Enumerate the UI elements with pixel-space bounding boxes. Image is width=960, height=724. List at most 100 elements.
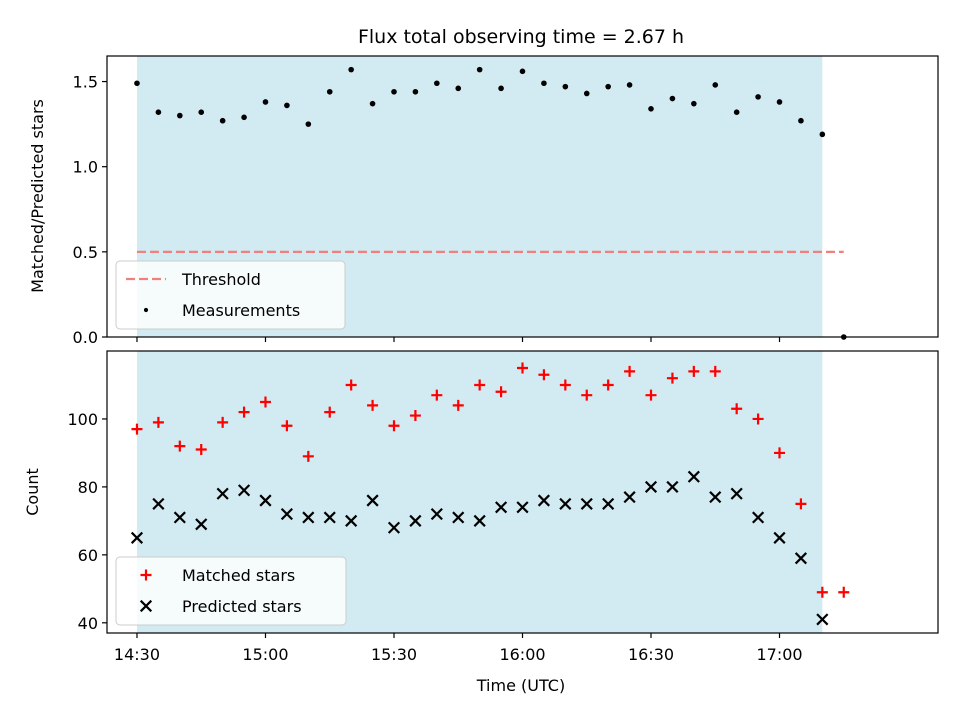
data-point: [388, 420, 400, 432]
y-tick-label: 1.0: [73, 158, 98, 177]
data-point: [152, 416, 164, 428]
data-point: [366, 494, 379, 507]
data-point: [626, 82, 633, 88]
data-point: [195, 518, 208, 531]
data-point: [709, 365, 721, 377]
data-point: [131, 423, 143, 435]
x-tick-label: 14:30: [114, 645, 160, 664]
data-point: [666, 480, 679, 493]
data-point: [348, 66, 354, 73]
data-point: [559, 379, 571, 391]
data-point: [730, 487, 743, 500]
data-point: [581, 389, 593, 401]
data-point: [583, 90, 590, 97]
data-point: [326, 88, 333, 95]
data-point: [688, 365, 700, 377]
legend-box: [115, 556, 347, 626]
data-point: [152, 497, 165, 510]
legend-label: Predicted stars: [182, 597, 302, 616]
data-point: [259, 494, 272, 507]
data-point: [345, 514, 358, 527]
data-point: [538, 369, 550, 381]
data-point: [280, 508, 293, 521]
data-point: [195, 444, 207, 456]
y-tick-label: 0.5: [73, 243, 98, 262]
data-point: [177, 112, 183, 119]
data-point: [241, 114, 247, 121]
data-point: [324, 406, 336, 418]
data-point: [773, 531, 786, 544]
data-point: [776, 99, 783, 105]
data-point: [198, 109, 205, 115]
data-point: [559, 497, 572, 510]
data-point: [498, 85, 504, 92]
data-point: [431, 389, 443, 401]
data-point: [648, 105, 654, 112]
x-tick-label: 15:30: [371, 645, 417, 664]
data-point: [391, 88, 397, 95]
x-tick-label: 16:00: [499, 645, 545, 664]
data-point: [134, 80, 140, 87]
x-tick-label: 16:30: [628, 645, 674, 664]
data-point: [816, 613, 829, 626]
data-point: [624, 365, 636, 377]
data-point: [669, 95, 676, 102]
x-tick-label: 17:00: [756, 645, 802, 664]
data-point: [452, 511, 465, 524]
data-point: [217, 416, 229, 428]
data-point: [794, 552, 808, 565]
y-tick-label: 80: [78, 478, 98, 497]
data-point: [409, 514, 422, 527]
data-point: [562, 83, 569, 90]
data-point: [645, 389, 657, 401]
panel-counts: 40 60 80 100 14:30 15:00 15:30 16:00 16:30 17:00 M…: [67, 350, 939, 664]
y-tick-label: 1.5: [73, 73, 98, 92]
legend-label: Matched stars: [182, 566, 295, 585]
data-point: [238, 406, 250, 418]
data-point: [219, 117, 226, 124]
data-point: [430, 508, 443, 521]
data-point: [155, 109, 162, 115]
data-point: [434, 80, 440, 87]
data-point: [731, 403, 743, 415]
data-point: [302, 511, 315, 524]
y-tick-label: 60: [78, 546, 98, 565]
data-point: [474, 379, 486, 391]
y-tick-label: 100: [67, 410, 98, 429]
legend-label: Threshold: [181, 270, 261, 289]
data-point: [755, 94, 761, 100]
data-point: [537, 494, 550, 507]
data-point: [237, 484, 251, 497]
data-point: [262, 99, 269, 105]
data-point: [409, 410, 421, 422]
legend-swatch: [140, 569, 152, 581]
data-point: [712, 82, 719, 88]
data-point: [541, 80, 547, 87]
data-point: [752, 413, 764, 425]
data-point: [259, 396, 271, 408]
data-point: [798, 117, 804, 124]
data-point: [519, 68, 526, 75]
data-point: [752, 511, 765, 524]
panel-ratio: 0.0 0.5 1.0 1.5 Threshold Measurements: [73, 55, 939, 347]
legend-swatch: [143, 307, 149, 313]
data-point: [323, 511, 336, 524]
y-axis-title-bottom: Count: [23, 468, 42, 516]
data-point: [173, 511, 186, 524]
data-point: [666, 372, 678, 384]
data-point: [644, 480, 658, 493]
data-point: [412, 88, 419, 95]
y-tick-label: 0.0: [73, 328, 98, 347]
data-point: [369, 100, 376, 107]
data-point: [130, 531, 144, 544]
data-point: [602, 379, 614, 391]
data-point: [367, 399, 379, 411]
data-point: [605, 83, 611, 90]
y-axis-title-top: Matched/Predicted stars: [28, 99, 47, 293]
data-point: [302, 450, 314, 462]
data-point: [733, 109, 740, 115]
data-point: [495, 501, 508, 514]
data-point: [284, 102, 290, 109]
data-point: [387, 521, 401, 534]
